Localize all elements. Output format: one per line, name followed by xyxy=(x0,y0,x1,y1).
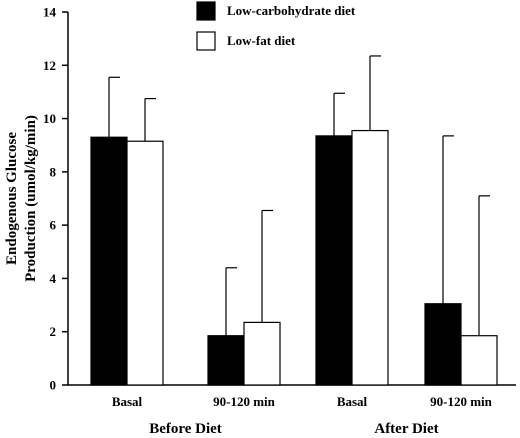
error-bars xyxy=(108,55,490,336)
legend-label: Low-carbohydrate diet xyxy=(227,3,356,18)
group-labels: Before Diet After Diet xyxy=(149,421,438,437)
y-tick-label: 14 xyxy=(43,5,57,20)
group-label: Before Diet xyxy=(149,421,222,437)
legend-swatch xyxy=(196,1,216,21)
y-axis-label-line: Production (umol/kg/min) xyxy=(23,115,39,282)
legend: Low-carbohydrate diet Low-fat diet xyxy=(196,1,356,51)
x-tick-labels: Basal 90-120 min Basal 90-120 min xyxy=(112,394,493,409)
y-tick-label: 4 xyxy=(50,271,57,286)
y-axis-label: Endogenous Glucose Production (umol/kg/mi… xyxy=(4,115,39,282)
bar-low-fat xyxy=(126,140,164,386)
y-tick-label: 10 xyxy=(43,111,56,126)
x-tick-label: Basal xyxy=(337,394,368,409)
bar-low-carbohydrate xyxy=(90,136,128,386)
legend-swatch xyxy=(196,31,216,51)
bar-low-fat xyxy=(243,321,281,386)
legend-label: Low-fat diet xyxy=(227,33,296,48)
group-label: After Diet xyxy=(374,421,438,437)
bars xyxy=(90,129,498,386)
y-tick-label: 12 xyxy=(43,58,56,73)
bar-low-fat xyxy=(351,129,389,386)
y-tick-label: 6 xyxy=(50,218,57,233)
bar-low-fat xyxy=(460,335,498,386)
x-tick-label: Basal xyxy=(112,394,143,409)
bar-low-carbohydrate xyxy=(315,135,353,386)
y-tick-label: 0 xyxy=(50,378,57,393)
y-tick-label: 8 xyxy=(50,164,57,179)
x-tick-label: 90-120 min xyxy=(430,394,493,409)
y-tick-label: 2 xyxy=(50,324,57,339)
bar-low-carbohydrate xyxy=(424,303,462,386)
y-axis-label-line: Endogenous Glucose xyxy=(4,132,20,265)
x-tick-label: 90-120 min xyxy=(213,394,276,409)
bar-low-carbohydrate xyxy=(207,335,245,386)
